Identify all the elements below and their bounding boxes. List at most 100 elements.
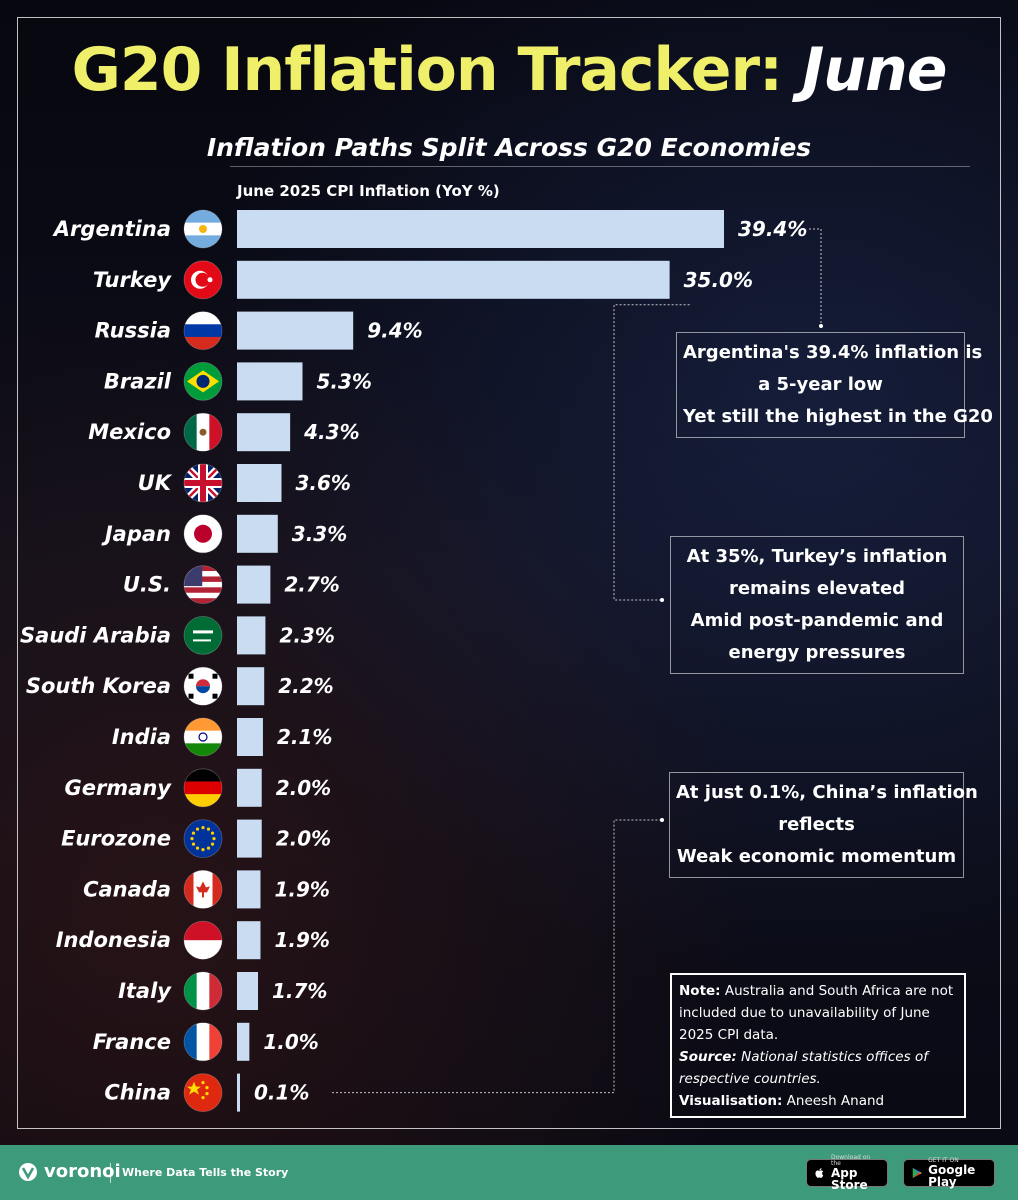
chart-row: China 0.1% (104, 1073, 309, 1112)
japan-flag-icon (183, 514, 223, 554)
note-box: Note: Australia and South Africa are not… (670, 973, 966, 1118)
callout-turkey: At 35%, Turkey’s inflation remains eleva… (670, 536, 964, 674)
callout-line: reflects (778, 814, 855, 835)
data-label: 39.4% (738, 217, 807, 241)
google-play-icon (912, 1167, 922, 1179)
brand-name: voronoi (44, 1161, 121, 1182)
connector-dot (660, 598, 664, 602)
data-label: 35.0% (684, 268, 753, 292)
data-label: 2.1% (277, 725, 332, 749)
inflation-bar-chart: June 2025 CPI Inflation (YoY %) Argentin… (20, 182, 823, 1112)
tick-label: Turkey (93, 268, 172, 292)
tick-label: Canada (83, 877, 171, 901)
data-label: 1.9% (274, 877, 329, 901)
tick-label: Argentina (52, 217, 171, 241)
data-label: 2.2% (278, 674, 333, 698)
chart-row: Italy 1.7% (118, 971, 327, 1011)
bar (237, 413, 291, 452)
chart-row: U.S. 2.7% (123, 565, 340, 604)
chart-row: Japan 3.3% (101, 514, 347, 554)
bar (237, 921, 261, 960)
canada-flag-icon (183, 870, 223, 909)
chart-row: Indonesia 1.9% (56, 920, 330, 960)
data-label: 9.4% (367, 319, 422, 343)
chart-row: Canada 1.9% (83, 870, 330, 909)
source-body: National statistics offices of respectiv… (679, 1049, 928, 1087)
china-flag-icon (183, 1073, 223, 1112)
app-store-button[interactable]: Download on the App Store (806, 1155, 888, 1191)
callout-line: remains elevated (728, 578, 906, 599)
callout-line: Weak economic momentum (676, 846, 957, 867)
google-play-small-text: GET IT ON (928, 1157, 959, 1164)
vis-body: Aneesh Anand (782, 1093, 885, 1109)
data-label: 1.9% (274, 928, 329, 952)
uk-flag-icon (183, 463, 223, 503)
tick-label: Brazil (104, 369, 172, 393)
india-flag-icon (183, 717, 223, 757)
germany-flag-icon (183, 768, 223, 808)
tick-label: Saudi Arabia (20, 623, 171, 647)
callout-argentina: Argentina's 39.4% inflation is a 5-year … (676, 332, 993, 438)
chart-row: France 1.0% (93, 1022, 319, 1062)
callout-line: Argentina's 39.4% inflation is (683, 342, 983, 363)
data-label: 3.3% (292, 522, 347, 546)
bar (237, 1073, 240, 1112)
italy-flag-icon (183, 971, 223, 1011)
data-label: 5.3% (317, 369, 372, 393)
data-label: 2.7% (284, 573, 339, 597)
data-label: 1.7% (272, 979, 327, 1003)
mexico-flag-icon (183, 412, 223, 452)
chart-row: Turkey 35.0% (93, 260, 753, 300)
callout-line: energy pressures (728, 642, 906, 663)
subtitle-divider (230, 166, 970, 167)
footer-tagline: Where Data Tells the Story (122, 1166, 289, 1179)
indonesia-flag-icon (183, 920, 223, 960)
bar (237, 362, 303, 401)
chart-row: Russia 9.4% (95, 311, 423, 351)
title-main: G20 Inflation Tracker: (71, 35, 802, 105)
connector-dot (819, 324, 823, 328)
apple-icon (815, 1168, 824, 1178)
tick-label: Japan (101, 522, 171, 546)
vis-label: Visualisation: (679, 1093, 783, 1109)
visualisation-text: Visualisation: Aneesh Anand (679, 1090, 957, 1112)
chart-row: India 2.1% (112, 717, 332, 757)
data-label: 4.3% (303, 420, 359, 444)
tick-label: India (112, 725, 171, 749)
page-title: G20 Inflation Tracker: June (0, 40, 1018, 100)
callout-china: At just 0.1%, China’s inflation reflects… (669, 772, 978, 878)
tick-label: U.S. (123, 573, 171, 597)
tick-label: Mexico (88, 420, 171, 444)
bar (237, 210, 724, 248)
brand-logo[interactable]: voronoi (18, 1161, 121, 1182)
us-flag-icon (183, 565, 223, 604)
russia-flag-icon (183, 311, 223, 351)
bar (237, 464, 282, 502)
note-label: Note: (679, 983, 721, 999)
google-play-button[interactable]: GET IT ON Google Play (903, 1157, 995, 1189)
tick-label: China (104, 1081, 171, 1105)
tick-label: Russia (95, 319, 171, 343)
note-body: Australia and South Africa are not inclu… (679, 983, 954, 1043)
bar (237, 718, 263, 756)
app-store-label: App Store (830, 1166, 868, 1192)
chart-row: Argentina 39.4% (52, 209, 807, 249)
turkey-flag-icon (183, 260, 223, 300)
axis-title: June 2025 CPI Inflation (YoY %) (236, 182, 500, 200)
tick-label: Germany (64, 776, 172, 800)
bar (237, 870, 261, 909)
bar (237, 667, 265, 706)
google-play-label: Google Play (928, 1163, 976, 1189)
chart-row: Mexico 4.3% (88, 412, 360, 452)
chart-row: Saudi Arabia 2.3% (20, 616, 335, 655)
south-korea-flag-icon (183, 666, 223, 706)
chart-row: UK 3.6% (138, 463, 351, 503)
tick-label: Eurozone (61, 827, 171, 851)
bar (237, 768, 262, 807)
bar (237, 514, 278, 553)
bar (237, 616, 266, 655)
background (0, 0, 1018, 1145)
note-text: Note: Australia and South Africa are not… (679, 980, 957, 1046)
callout-line: Yet still the highest in the G20 (683, 406, 993, 427)
callout-line: At just 0.1%, China’s inflation (676, 782, 978, 803)
